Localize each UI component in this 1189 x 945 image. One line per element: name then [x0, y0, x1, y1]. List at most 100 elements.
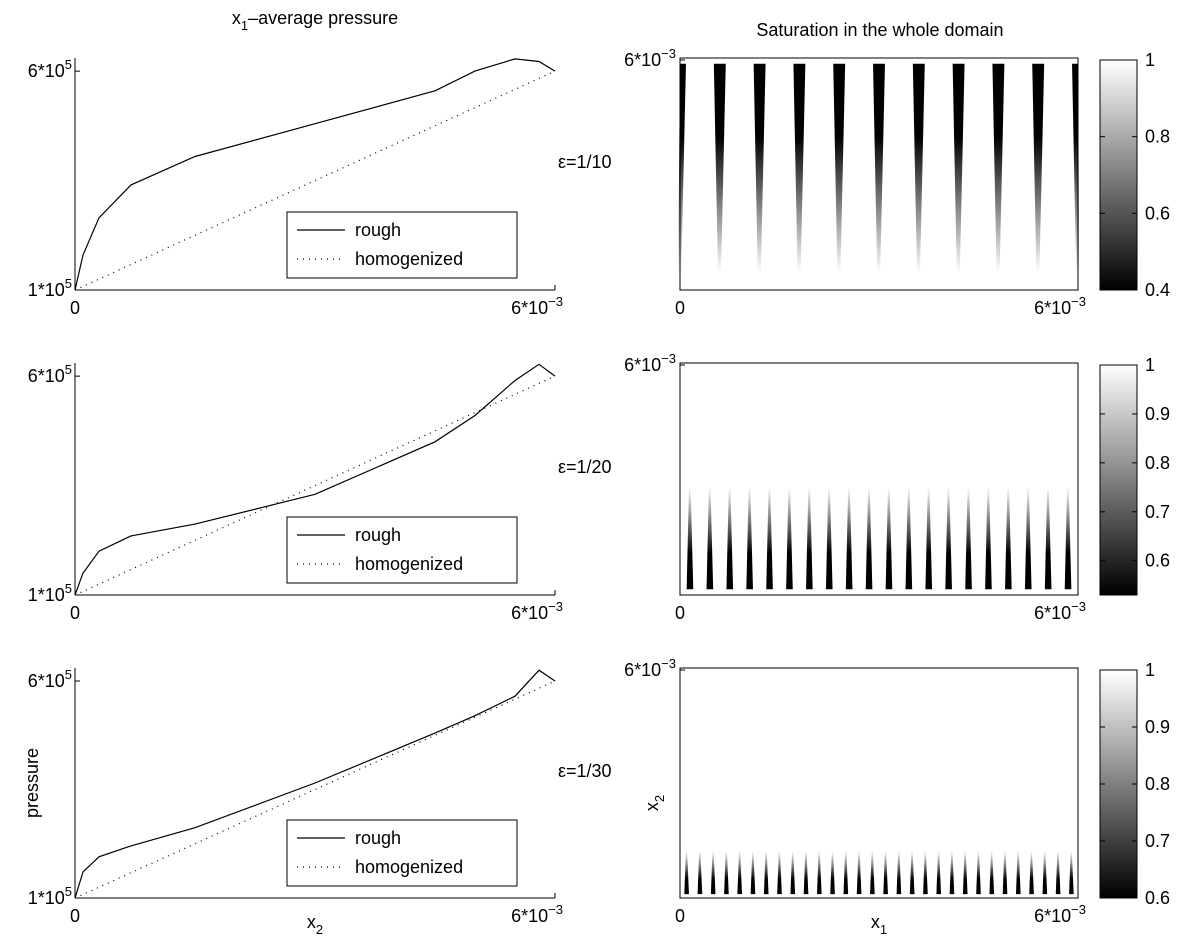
- text-part: 6*10: [1034, 906, 1071, 926]
- finger: [1029, 850, 1034, 895]
- finger: [945, 486, 952, 590]
- y-tick-label: 6*105: [28, 362, 72, 386]
- colorbar: [1099, 364, 1138, 596]
- x-tick-label: 6*10−3: [511, 294, 563, 318]
- y-axis-label: pressure: [22, 748, 42, 818]
- x-tick-label: 6*10−3: [511, 902, 563, 926]
- text-part: 0: [70, 906, 80, 926]
- y-axis-label: x2: [642, 795, 667, 811]
- heatmap-background: [680, 670, 1078, 896]
- colorbar-tick-label: 0.6: [1145, 203, 1170, 223]
- colorbar-tick-label: 0.9: [1145, 404, 1170, 424]
- finger: [1064, 486, 1072, 590]
- text-part: –average pressure: [248, 8, 398, 28]
- text-part: 5: [65, 667, 72, 682]
- text-part: 2: [316, 922, 323, 937]
- finger: [896, 850, 902, 895]
- finger: [737, 850, 743, 895]
- text-part: 6*10: [1034, 298, 1071, 318]
- text-part: 1: [241, 18, 248, 33]
- plot-frame: [679, 57, 1079, 291]
- finger: [1069, 850, 1074, 895]
- finger: [710, 850, 716, 895]
- finger: [786, 486, 793, 590]
- x-tick-label: 0: [70, 906, 80, 926]
- finger: [1072, 63, 1080, 273]
- text-part: 0: [70, 603, 80, 623]
- annotation: ε=1/30: [558, 761, 612, 781]
- colorbar-tick-label: 0.8: [1145, 774, 1170, 794]
- colorbar-tick-label: 0.6: [1145, 551, 1170, 571]
- text-part: −3: [548, 902, 563, 917]
- finger: [806, 486, 813, 590]
- y-tick-label: 6*10−3: [624, 656, 676, 680]
- y-tick-label: 1*105: [28, 581, 72, 605]
- text-part: 2: [652, 795, 667, 802]
- finger: [865, 486, 873, 590]
- chart-title: Saturation in the whole domain: [756, 20, 1003, 40]
- text-part: 1: [880, 922, 887, 937]
- line-series: [74, 363, 556, 596]
- finger: [684, 850, 689, 895]
- colorbar: [1099, 669, 1138, 899]
- annotation: ε=1/20: [558, 457, 612, 477]
- finger: [746, 486, 753, 590]
- finger: [952, 63, 965, 273]
- finger: [845, 486, 853, 590]
- finger: [766, 486, 773, 590]
- heatmap-background: [680, 365, 1078, 593]
- finger: [726, 486, 734, 590]
- colorbar-tick-label: 1: [1145, 50, 1155, 70]
- finger: [925, 486, 933, 590]
- line-series: [74, 375, 556, 596]
- colorbar-tick-label: 0.8: [1145, 453, 1170, 473]
- finger: [923, 850, 928, 895]
- finger: [793, 63, 806, 273]
- finger: [856, 850, 862, 895]
- y-tick-label: 6*105: [28, 667, 72, 691]
- legend-box: [286, 516, 518, 584]
- colorbar-tick-label: 0.7: [1145, 831, 1170, 851]
- finger: [803, 850, 809, 895]
- finger: [843, 850, 849, 895]
- plot-frame: [679, 362, 1079, 596]
- y-tick-label: 1*105: [28, 276, 72, 300]
- finger: [870, 850, 875, 895]
- finger: [713, 63, 726, 273]
- finger: [873, 63, 885, 273]
- finger: [909, 850, 915, 895]
- text-part: 6*10: [28, 671, 65, 691]
- chart-title: x1–average pressure: [232, 8, 398, 33]
- text-part: −3: [548, 599, 563, 614]
- legend-label: rough: [355, 828, 401, 848]
- text-part: 5: [65, 581, 72, 596]
- line-series: [74, 58, 556, 291]
- finger: [833, 63, 846, 273]
- y-tick-label: 6*10−3: [624, 46, 676, 70]
- line-series: [74, 70, 556, 291]
- text-part: 6*10: [511, 906, 548, 926]
- x-tick-label: 0: [675, 603, 685, 623]
- text-part: −3: [661, 351, 676, 366]
- line-series: [74, 669, 556, 899]
- finger: [936, 850, 942, 895]
- text-part: 6*10: [624, 660, 661, 680]
- text-part: 6*10: [1034, 603, 1071, 623]
- finger: [1015, 850, 1021, 895]
- x-axis-label: x1: [871, 912, 887, 937]
- text-part: 6*10: [28, 61, 65, 81]
- finger: [976, 850, 981, 895]
- text-part: pressure: [22, 748, 42, 818]
- legend-label: homogenized: [355, 249, 463, 269]
- text-part: 0: [675, 298, 685, 318]
- colorbar-tick-label: 0.4: [1145, 280, 1170, 300]
- text-part: x: [642, 802, 662, 811]
- finger: [912, 63, 925, 273]
- text-part: 1*10: [28, 585, 65, 605]
- legend-box: [286, 819, 518, 887]
- finger: [750, 850, 756, 895]
- finger: [706, 486, 714, 590]
- text-part: 6*10: [28, 366, 65, 386]
- finger: [724, 850, 729, 895]
- text-part: 6*10: [511, 298, 548, 318]
